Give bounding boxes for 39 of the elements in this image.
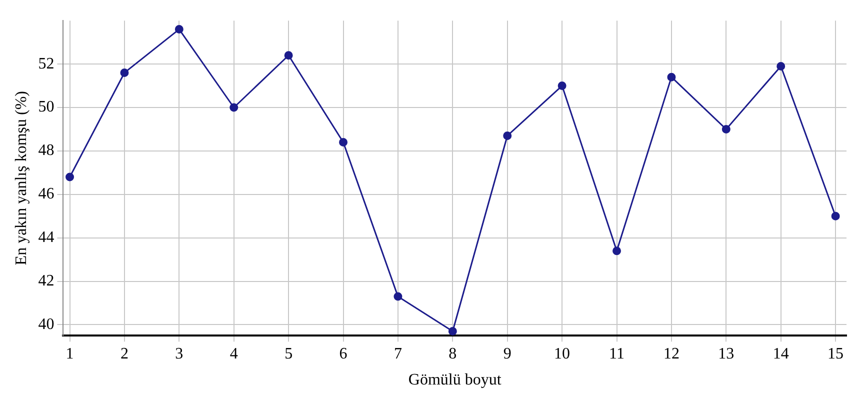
- x-tick-label: 3: [175, 345, 184, 362]
- y-axis-title: En yakın yanlış komşu (%): [12, 91, 30, 266]
- x-tick-label: 9: [503, 345, 512, 362]
- point: [722, 124, 730, 134]
- x-tick-label: 7: [394, 345, 402, 362]
- point: [284, 51, 293, 60]
- point: [558, 82, 566, 90]
- point: [174, 25, 184, 34]
- point: [831, 212, 840, 220]
- x-tick-label: 15: [828, 345, 844, 362]
- y-tick-label: 42: [38, 272, 54, 290]
- x-tick-label: 13: [718, 345, 734, 362]
- x-tick-label: 11: [609, 345, 624, 362]
- x-tick-label: 1: [66, 345, 74, 362]
- point: [667, 72, 676, 82]
- y-tick-label: 48: [38, 142, 54, 160]
- x-tick-label: 14: [772, 345, 789, 362]
- x-tick-label: 5: [284, 345, 293, 362]
- x-tick-label: 12: [663, 345, 680, 362]
- point: [503, 131, 512, 140]
- y-tick-label: 40: [38, 316, 54, 333]
- x-tick-label: 6: [339, 345, 348, 362]
- x-axis-title: Gömülü boyut: [408, 372, 502, 389]
- x-tick-label: 8: [448, 345, 457, 362]
- point: [339, 138, 348, 147]
- y-tick-label: 46: [38, 186, 54, 203]
- y-tick-label: 44: [38, 229, 54, 246]
- point: [394, 292, 402, 301]
- point: [230, 103, 238, 112]
- point: [776, 62, 786, 70]
- point: [66, 172, 74, 182]
- x-tick-label: 2: [120, 345, 128, 362]
- x-tick-label: 10: [554, 345, 570, 362]
- point: [120, 68, 129, 77]
- x-tick-label: 4: [230, 345, 238, 362]
- point: [612, 246, 622, 256]
- point: [448, 327, 457, 336]
- y-tick-label: 50: [38, 98, 54, 116]
- y-tick-label: 52: [38, 55, 54, 72]
